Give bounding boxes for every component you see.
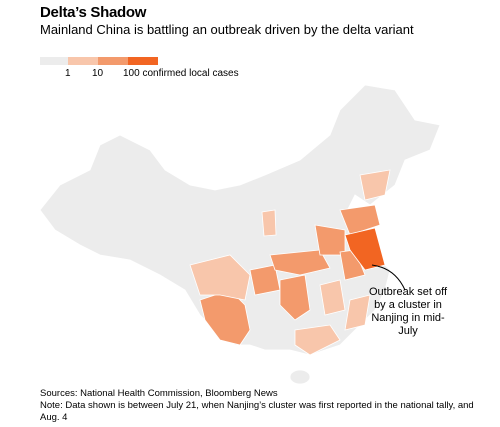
province — [279, 274, 311, 321]
sources: Sources: National Health Commission, Blo… — [40, 388, 278, 399]
legend-swatch — [68, 57, 98, 65]
province — [269, 249, 331, 276]
province — [294, 324, 341, 356]
legend-swatch — [98, 57, 128, 65]
legend-label: 100 confirmed local cases — [123, 68, 239, 79]
legend-label: 10 — [92, 68, 104, 79]
title: Delta’s Shadow — [40, 4, 147, 21]
legend-swatch — [128, 57, 158, 65]
province — [344, 294, 371, 331]
annotation-arrow — [371, 264, 406, 291]
province — [189, 254, 251, 301]
annotation: Outbreak set off by a cluster in Nanjing… — [368, 286, 448, 337]
note: Note: Data shown is between July 21, whe… — [40, 400, 474, 423]
hainan — [289, 369, 311, 385]
provinces — [39, 84, 441, 385]
province — [359, 169, 391, 201]
province — [319, 279, 346, 316]
province — [339, 249, 366, 281]
province — [344, 227, 386, 271]
subtitle: Mainland China is battling an outbreak d… — [40, 22, 414, 37]
legend-swatch — [40, 57, 68, 65]
province — [314, 224, 346, 256]
province — [339, 204, 381, 236]
legend-label: 1 — [65, 68, 71, 79]
province — [261, 209, 277, 237]
